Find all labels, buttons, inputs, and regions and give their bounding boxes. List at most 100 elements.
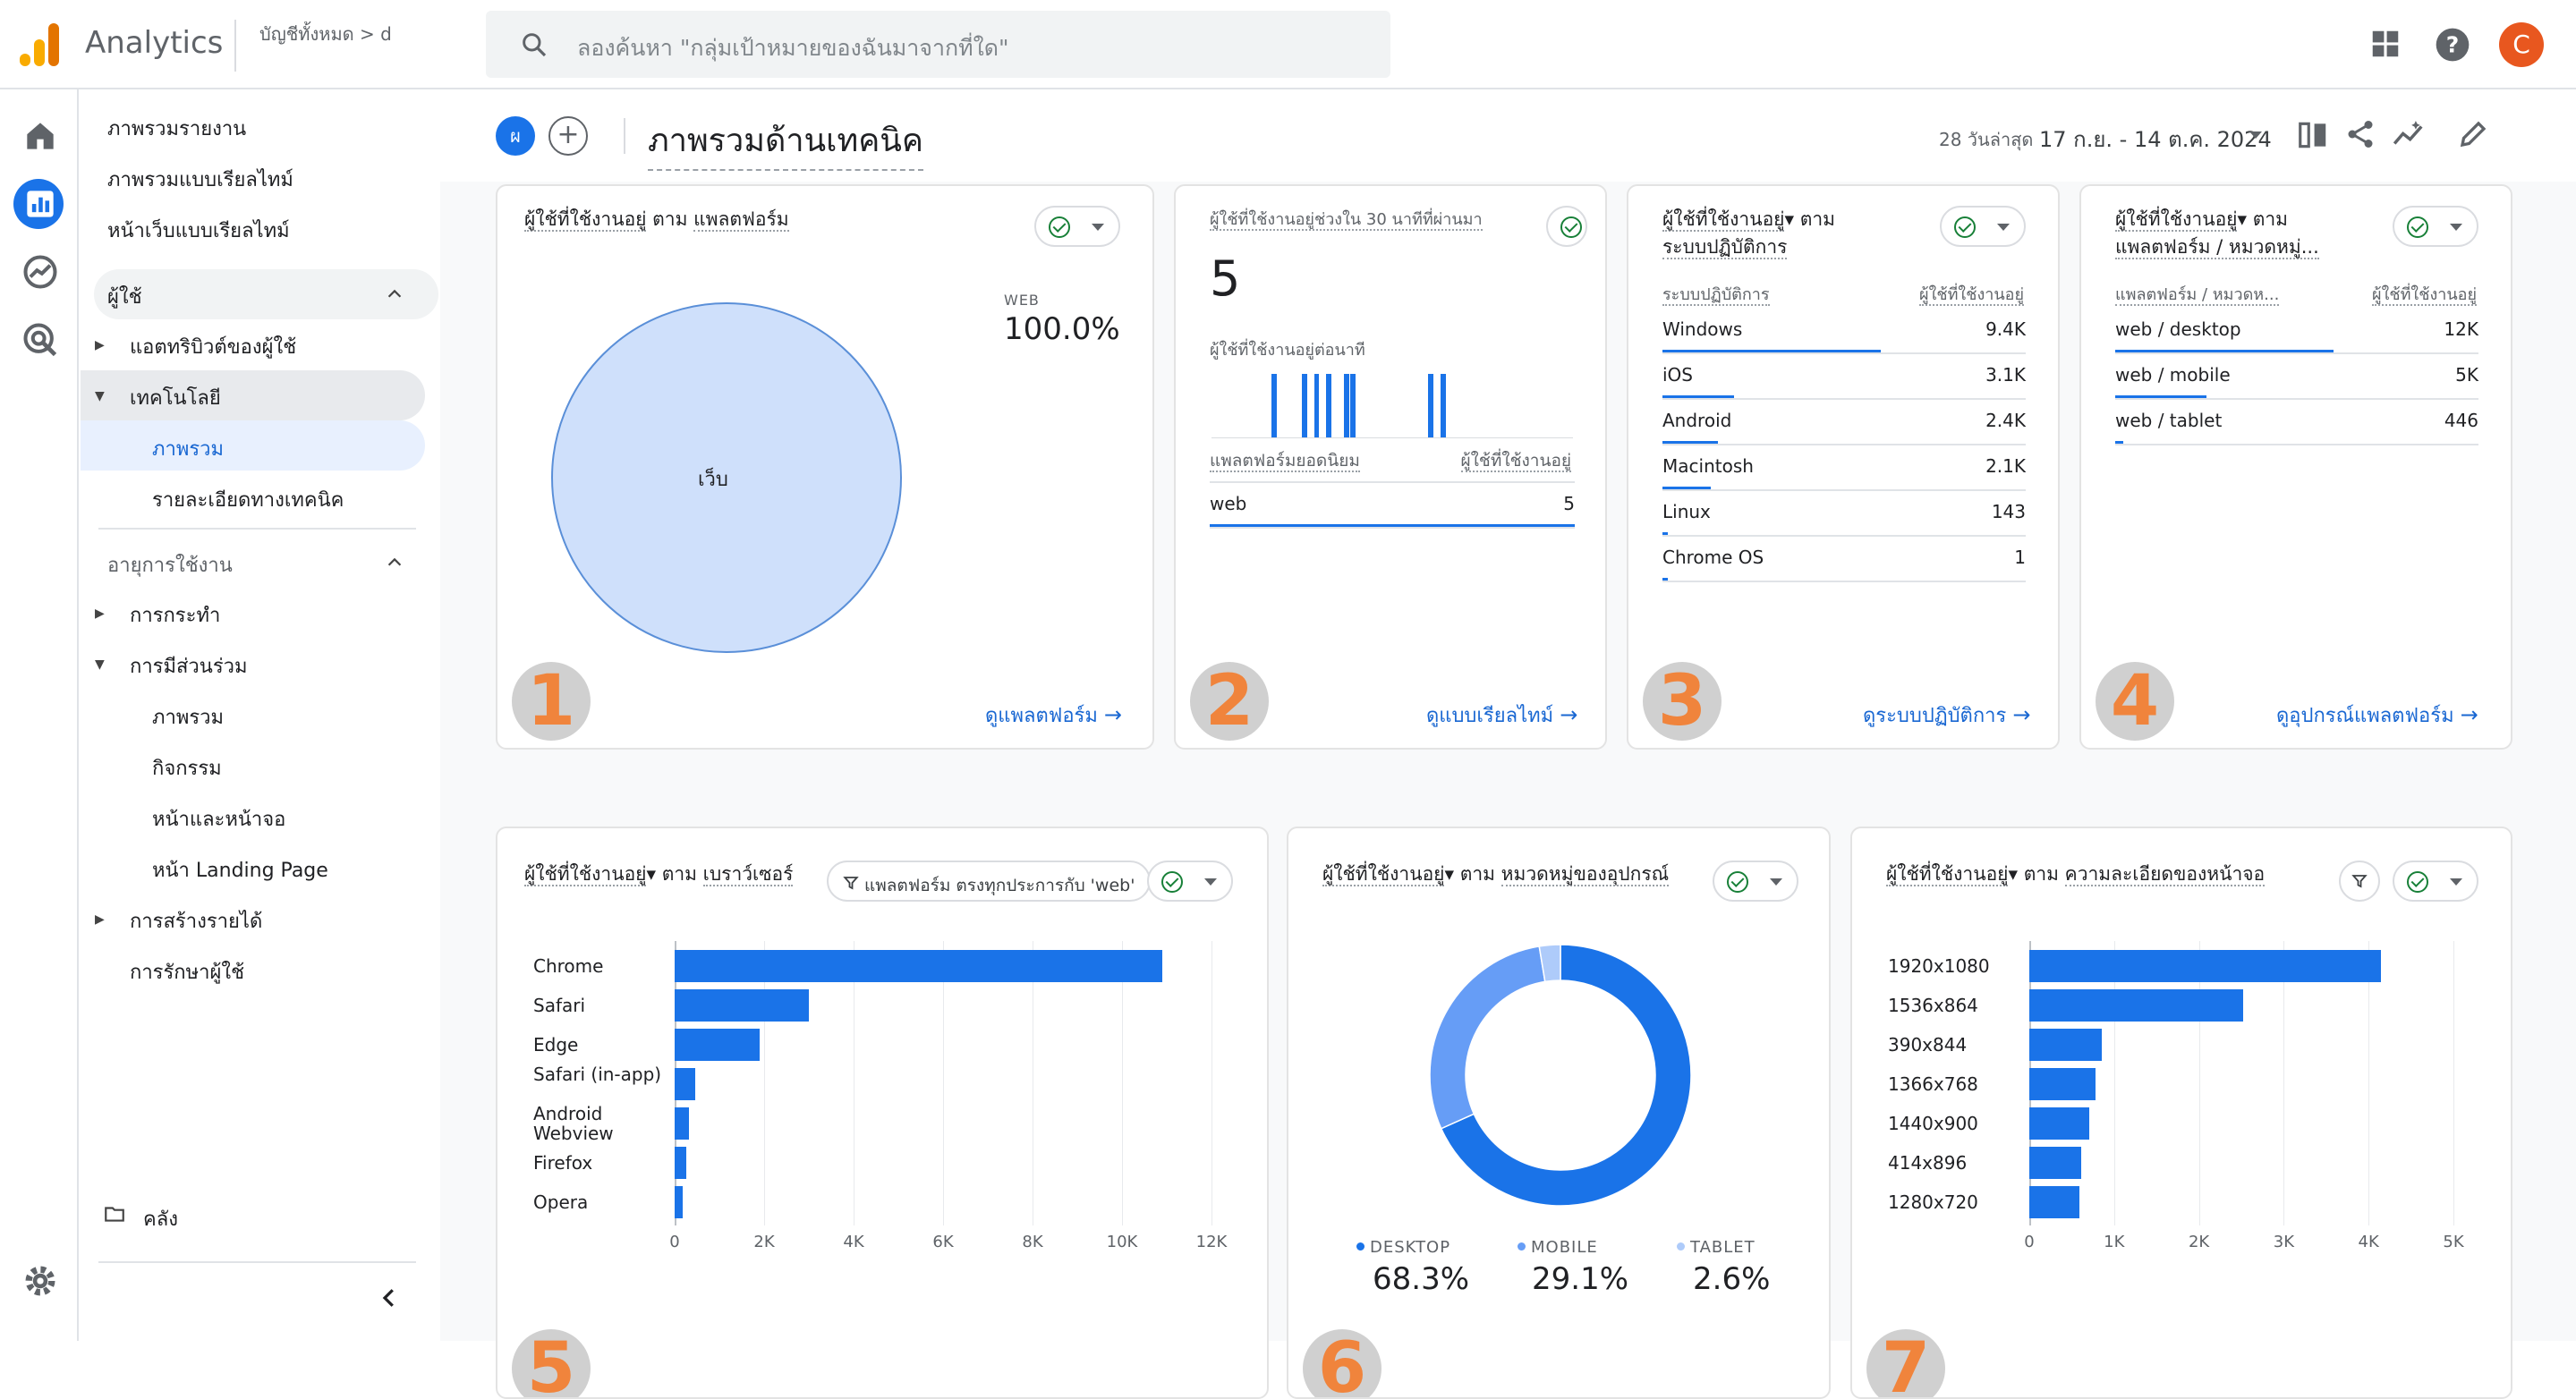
chevron-up-icon[interactable] — [385, 284, 404, 304]
nav-monetization[interactable]: การสร้างรายได้ — [130, 911, 263, 933]
compare-icon[interactable] — [2296, 118, 2330, 152]
nav-tech-details[interactable]: รายละเอียดทางเทคนิค — [152, 489, 344, 512]
nav-tech-overview[interactable]: ภาพรวม — [152, 438, 225, 461]
status-chip[interactable] — [1940, 206, 2026, 247]
reports-icon[interactable] — [21, 184, 60, 224]
caret-down-icon[interactable]: ▼ — [95, 389, 105, 403]
user-avatar[interactable]: C — [2499, 22, 2544, 67]
status-chip[interactable] — [2393, 206, 2478, 247]
legend-tablet-value: 2.6% — [1693, 1261, 1771, 1297]
chevron-up-icon[interactable] — [385, 553, 404, 572]
per-minute-label: ผู้ใช้ที่ใช้งานอยู่ต่อนาที — [1210, 341, 1365, 360]
help-icon[interactable]: ? — [2435, 27, 2470, 63]
x-tick-label: 0 — [669, 1233, 680, 1251]
nav-events[interactable]: กิจกรรม — [152, 758, 222, 780]
nav-section-user-header[interactable] — [94, 269, 438, 319]
table-row[interactable]: iOS 3.1K — [1662, 357, 2026, 400]
row-bar — [1662, 395, 1735, 398]
caret-right-icon[interactable]: ▶ — [95, 606, 105, 621]
row-label: iOS — [1662, 364, 1693, 386]
nav-library[interactable]: คลัง — [143, 1208, 178, 1231]
date-dropdown-icon[interactable] — [2248, 129, 2264, 141]
search-bar[interactable]: ลองค้นหา "กลุ่มเป้าหมายของฉันมาจากที่ใด" — [486, 11, 1390, 78]
comparison-badge[interactable]: ผ — [496, 116, 535, 156]
share-icon[interactable] — [2344, 118, 2376, 150]
legend-tablet: TABLET — [1677, 1238, 1756, 1257]
bar — [675, 1147, 686, 1179]
table-row[interactable]: Macintosh 2.1K — [1662, 448, 2026, 491]
nav-retention[interactable]: การรักษาผู้ใช้ — [130, 962, 245, 984]
bar — [675, 1107, 689, 1140]
edit-pencil-icon[interactable] — [2457, 118, 2489, 150]
row-value: 1 — [2014, 547, 2026, 568]
bar — [675, 989, 809, 1022]
apps-grid-icon[interactable] — [2368, 27, 2402, 61]
page-title: ภาพรวมด้านเทคนิค — [648, 114, 923, 171]
dropdown-arrow-icon — [2450, 878, 2462, 886]
table-row[interactable]: web / tablet 446 — [2115, 403, 2478, 445]
table-row[interactable]: Windows 9.4K — [1662, 311, 2026, 354]
caret-right-icon[interactable]: ▶ — [95, 338, 105, 352]
resolution-bar-chart: 0 1K 2K 3K 4K 5K 1920x1080 1536x864 390x844 1366x… — [1852, 828, 2511, 1397]
card-title: ผู้ใช้ที่ใช้งานอยู่ช่วงใน 30 นาทีที่ผ่าน… — [1210, 210, 1483, 231]
row-label: Windows — [1662, 318, 1743, 340]
status-chip[interactable] — [1546, 206, 1587, 247]
nav-engagement[interactable]: การมีส่วนร่วม — [130, 656, 248, 678]
nav-acquisition[interactable]: การกระทำ — [130, 605, 221, 627]
donut-slice-mobile — [1430, 945, 1546, 1130]
nav-rail — [0, 89, 79, 1341]
x-tick-label: 3K — [2273, 1233, 2295, 1251]
number-badge: 3 — [1643, 662, 1722, 741]
minute-bar — [1349, 374, 1356, 437]
analytics-logo[interactable] — [20, 23, 59, 66]
add-comparison-button[interactable]: + — [548, 116, 588, 156]
row-value: 9.4K — [1985, 318, 2026, 340]
nav-section-lifecycle: อายุการใช้งาน — [107, 555, 233, 577]
nav-user-attributes[interactable]: แอตทริบิวต์ของผู้ใช้ — [130, 336, 297, 359]
table-row[interactable]: Chrome OS 1 — [1662, 539, 2026, 582]
filter-icon — [843, 877, 859, 890]
status-chip[interactable] — [1713, 861, 1798, 902]
insights-icon[interactable] — [2391, 118, 2427, 152]
nav-realtime-pages[interactable]: หน้าเว็บแบบเรียลไทม์ — [107, 220, 290, 242]
nav-landing-page[interactable]: หน้า Landing Page — [152, 860, 328, 882]
account-selector[interactable]: บัญชีทั้งหมด > d — [234, 20, 392, 72]
x-tick-label: 10K — [1106, 1233, 1138, 1251]
table-row[interactable]: Android 2.4K — [1662, 403, 2026, 445]
x-tick-label: 2K — [2188, 1233, 2210, 1251]
nav-engagement-overview[interactable]: ภาพรวม — [152, 707, 225, 729]
number-badge: 7 — [1866, 1329, 1945, 1397]
table-row[interactable]: web / desktop 12K — [2115, 311, 2478, 354]
nav-realtime-overview[interactable]: ภาพรวมแบบเรียลไทม์ — [107, 169, 293, 191]
nav-tech[interactable]: เทคโนโลยี — [130, 387, 221, 410]
advertising-icon[interactable] — [21, 320, 60, 360]
nav-active-highlight — [81, 420, 425, 471]
card-realtime: ผู้ใช้ที่ใช้งานอยู่ช่วงใน 30 นาทีที่ผ่าน… — [1174, 184, 1607, 750]
gridline — [764, 941, 765, 1225]
view-platform-link[interactable]: ดูแพลตฟอร์ม → — [985, 702, 1122, 727]
nav-reports-snapshot[interactable]: ภาพรวมรายงาน — [107, 118, 247, 140]
nav-pages-screens[interactable]: หน้าและหน้าจอ — [152, 809, 286, 831]
view-platform-device-link[interactable]: ดูอุปกรณ์แพลตฟอร์ม → — [2276, 702, 2478, 727]
x-tick-label: 6K — [932, 1233, 954, 1251]
collapse-chevron-left-icon[interactable] — [376, 1285, 403, 1311]
status-chip[interactable] — [1034, 206, 1120, 247]
gridline — [2198, 941, 2200, 1225]
view-os-link[interactable]: ดูระบบปฏิบัติการ → — [1863, 702, 2031, 727]
filter-chip[interactable] — [2339, 861, 2380, 902]
status-chip[interactable] — [1147, 861, 1233, 902]
table-row[interactable]: Linux 143 — [1662, 494, 2026, 537]
table-row[interactable]: web 5 — [1210, 486, 1575, 529]
caret-right-icon[interactable]: ▶ — [95, 912, 105, 927]
home-icon[interactable] — [21, 116, 60, 156]
status-chip[interactable] — [2393, 861, 2478, 902]
view-realtime-link[interactable]: ดูแบบเรียลไทม์ → — [1426, 702, 1578, 727]
row-bar — [1662, 350, 1881, 352]
minute-bar — [1325, 374, 1331, 437]
date-range-picker[interactable]: 17 ก.ย. - 14 ต.ค. 2024 — [2039, 127, 2272, 152]
explore-icon[interactable] — [21, 252, 60, 292]
check-circle-icon — [2407, 216, 2428, 238]
table-row[interactable]: web / mobile 5K — [2115, 357, 2478, 400]
settings-icon[interactable] — [21, 1261, 60, 1301]
caret-down-icon[interactable]: ▼ — [95, 657, 105, 672]
